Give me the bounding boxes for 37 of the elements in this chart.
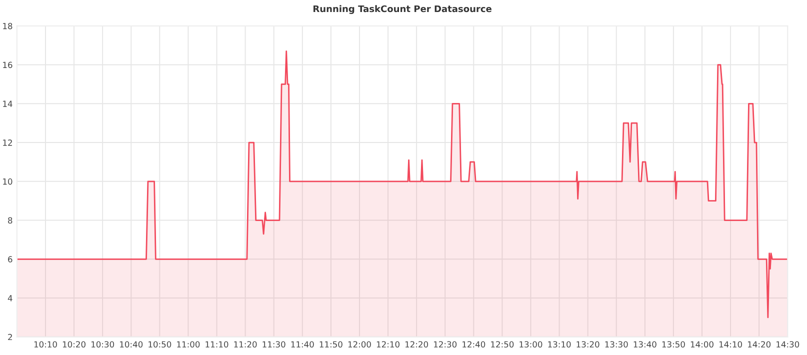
x-tick-label: 14:20 <box>748 341 771 348</box>
y-tick-label: 6 <box>8 256 12 262</box>
y-tick-label: 16 <box>3 62 12 68</box>
x-tick-label: 11:40 <box>291 341 314 348</box>
x-tick-label: 13:40 <box>634 341 656 348</box>
x-tick-label: 13:00 <box>520 341 542 348</box>
x-tick-label: 12:10 <box>376 341 400 348</box>
x-tick-label: 13:30 <box>605 341 628 348</box>
y-tick-label: 12 <box>3 140 12 146</box>
x-tick-label: 13:10 <box>548 341 571 348</box>
x-tick-label: 11:00 <box>177 341 200 348</box>
x-tick-label: 10:10 <box>34 341 57 348</box>
x-tick-label: 13:20 <box>576 341 600 348</box>
x-tick-label: 14:00 <box>690 341 714 348</box>
x-tick-label: 11:50 <box>320 341 342 348</box>
x-tick-label: 12:30 <box>434 341 457 348</box>
x-tick-label: 14:30 <box>776 341 800 348</box>
x-tick-label: 11:30 <box>262 341 286 348</box>
chart-title: Running TaskCount Per Datasource <box>314 5 492 14</box>
x-tick-label: 12:00 <box>348 341 371 348</box>
x-tick-label: 12:20 <box>405 341 428 348</box>
x-tick-label: 10:40 <box>120 341 143 348</box>
x-tick-label: 10:20 <box>62 341 86 348</box>
y-tick-label: 8 <box>8 217 12 224</box>
x-tick-label: 10:30 <box>91 341 114 348</box>
x-tick-label: 12:40 <box>462 341 486 348</box>
x-tick-label: 12:50 <box>491 341 514 348</box>
y-tick-label: 10 <box>3 178 12 185</box>
x-tick-label: 11:20 <box>234 341 257 348</box>
y-tick-label: 18 <box>3 22 12 30</box>
y-tick-label: 2 <box>8 334 12 340</box>
x-tick-label: 11:10 <box>206 341 228 348</box>
x-tick-label: 14:10 <box>719 341 742 348</box>
y-tick-label: 4 <box>8 295 12 302</box>
y-tick-label: 14 <box>3 100 12 107</box>
x-tick-label: 10:50 <box>148 341 172 348</box>
x-tick-label: 13:50 <box>662 341 685 348</box>
